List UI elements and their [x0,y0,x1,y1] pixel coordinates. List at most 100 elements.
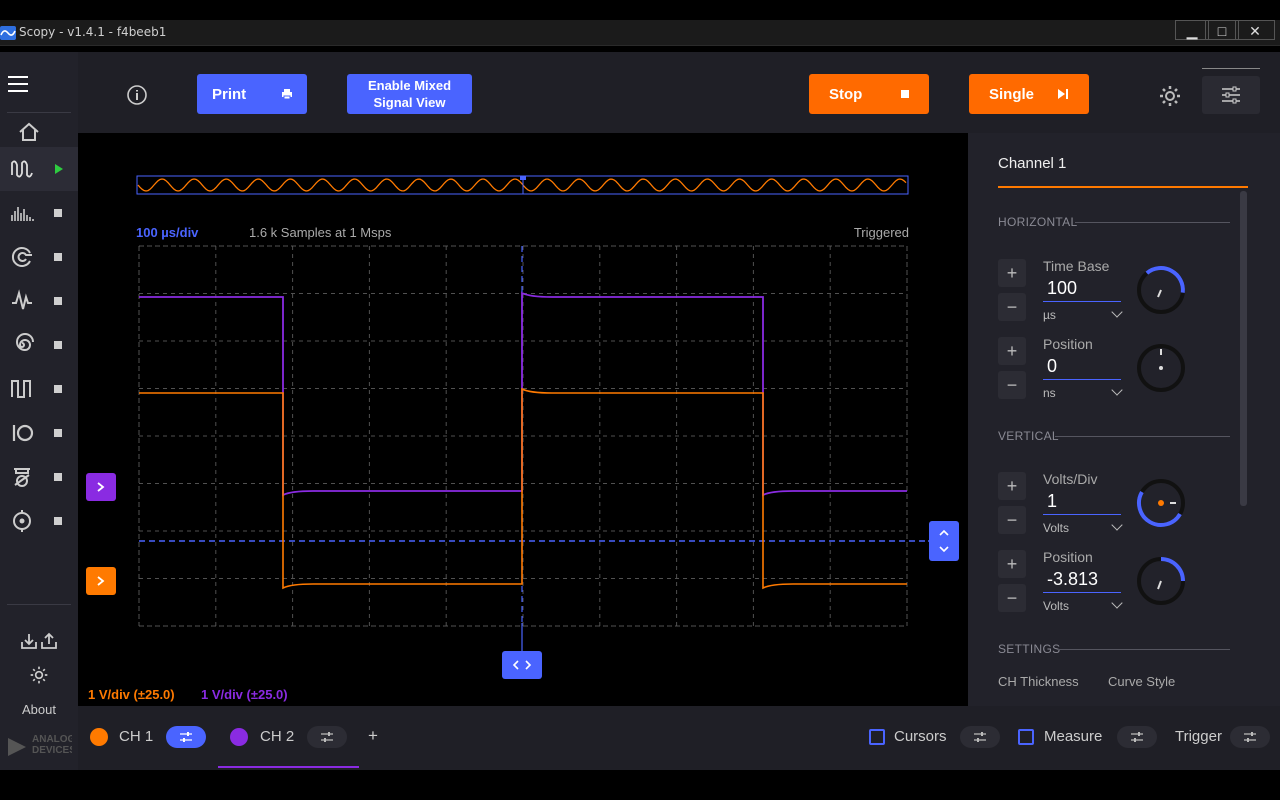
timebase-knob[interactable] [1136,265,1186,315]
h-position-input[interactable]: 0 [1043,352,1121,380]
cursors-label[interactable]: Cursors [894,728,947,745]
trigger-status: Triggered [853,225,909,240]
trigger-settings-toggle[interactable] [1230,726,1270,748]
app-icon [0,26,16,40]
sliders-icon [974,732,986,742]
timebase-input[interactable]: 100 [1043,274,1121,302]
stop-button[interactable]: Stop [809,74,929,114]
chevron-left-right-icon [512,660,532,670]
timebase-unit-select[interactable]: µs [1043,308,1056,322]
chevron-right-icon [97,482,105,492]
ch2-settings-toggle[interactable] [307,726,347,748]
ch1-label[interactable]: CH 1 [119,728,154,745]
h-position-increment-button[interactable]: + [998,337,1026,365]
cursors-settings-toggle[interactable] [960,726,1000,748]
window-title: Scopy - v1.4.1 - f4beeb1 [19,25,167,39]
maximize-button[interactable]: □ [1205,20,1239,40]
curve-style-label: Curve Style [1108,674,1176,689]
timebase-increment-button[interactable]: + [998,259,1026,287]
sidebar-item-signal-generator[interactable] [0,279,78,323]
panel-title-underline [998,186,1248,188]
volts-div-knob[interactable] [1136,478,1186,528]
sidebar: About ANALOG DEVICES [0,52,78,770]
volts-div-input[interactable]: 1 [1043,487,1121,515]
v-position-label: Position [1043,549,1093,565]
horizontal-section-label: HORIZONTAL [998,215,1078,229]
sidebar-item-oscilloscope[interactable] [0,147,78,191]
home-icon [19,122,39,141]
ch2-label[interactable]: CH 2 [260,728,295,745]
preferences-gear-icon[interactable] [29,665,49,685]
v-position-decrement-button[interactable]: − [998,584,1026,612]
plot-area: 100 µs/div 1.6 k Samples at 1 Msps Trigg… [78,133,968,706]
sidebar-item-digital-io[interactable] [0,411,78,455]
measure-label[interactable]: Measure [1044,728,1103,745]
minimize-button[interactable]: ▁ [1175,20,1209,40]
sidebar-item-spectrum[interactable] [0,191,78,235]
settings-indicator-line [1202,68,1260,69]
stop-icon [901,90,909,98]
sidebar-item-power-supply[interactable] [0,455,78,499]
v-position-unit-select[interactable]: Volts [1043,599,1070,613]
cursors-checkbox[interactable] [869,729,885,745]
about-button[interactable]: About [22,702,56,717]
load-save-icon[interactable] [20,632,58,650]
add-channel-button[interactable]: + [368,726,378,745]
power-supply-icon [14,468,30,487]
ch1-settings-toggle[interactable] [166,726,206,748]
window-footer [0,770,1280,800]
overview-marker-head [520,176,526,180]
sliders-icon [1244,732,1256,742]
panel-scrollbar[interactable] [1240,191,1247,506]
volts-div-decrement-button[interactable]: − [998,506,1026,534]
h-position-unit-select[interactable]: ns [1043,386,1056,400]
v-position-input[interactable]: -3.813 [1043,565,1121,593]
measure-checkbox[interactable] [1018,729,1034,745]
ch2-offset-handle[interactable] [86,473,116,501]
ch1-color-dot[interactable] [90,728,108,746]
trigger-position-handle[interactable] [502,651,542,679]
ch1-offset-handle[interactable] [86,567,116,595]
v-position-increment-button[interactable]: + [998,550,1026,578]
trigger-label[interactable]: Trigger [1175,728,1222,745]
info-icon[interactable] [126,84,148,106]
oscilloscope-icon [11,160,33,178]
sidebar-item-calibration[interactable] [0,499,78,543]
print-button[interactable]: Print [197,74,307,114]
sliders-icon [321,732,333,742]
ch2-color-dot[interactable] [230,728,248,746]
sidebar-item-voltmeter[interactable] [0,323,78,367]
close-button[interactable]: ✕ [1235,20,1275,40]
sidebar-item-network[interactable] [0,235,78,279]
stopped-indicator [54,429,62,437]
printer-icon [282,89,292,100]
samples-readout: 1.6 k Samples at 1 Msps [249,225,392,240]
chevron-up-down-icon [939,529,949,553]
stop-label: Stop [829,85,863,103]
plot-grid [138,245,908,627]
menu-button[interactable] [0,60,78,104]
volts-div-unit-select[interactable]: Volts [1043,521,1070,535]
v-position-knob[interactable] [1136,556,1186,606]
general-settings-button[interactable] [1202,68,1260,114]
single-button[interactable]: Single [969,74,1089,114]
mixed-signal-view-button[interactable]: Enable Mixed Signal View [347,74,472,114]
h-position-decrement-button[interactable]: − [998,371,1026,399]
settings-gear-icon[interactable] [1158,84,1182,108]
h-position-knob[interactable] [1136,343,1186,393]
sidebar-item-home[interactable] [0,110,78,154]
plot-svg [136,175,948,653]
hamburger-icon [8,76,28,92]
trigger-level-handle[interactable] [929,521,959,561]
timebase-decrement-button[interactable]: − [998,293,1026,321]
measure-settings-toggle[interactable] [1117,726,1157,748]
h-position-label: Position [1043,336,1093,352]
network-analyzer-icon [11,247,32,267]
ch-thickness-label: CH Thickness [998,674,1079,689]
volts-div-increment-button[interactable]: + [998,472,1026,500]
print-label: Print [212,85,247,103]
stopped-indicator [54,209,62,217]
ch1-waveform [139,387,907,590]
sidebar-item-logic-analyzer[interactable] [0,367,78,411]
ch2-scale-readout: 1 V/div (±25.0) [201,687,288,702]
